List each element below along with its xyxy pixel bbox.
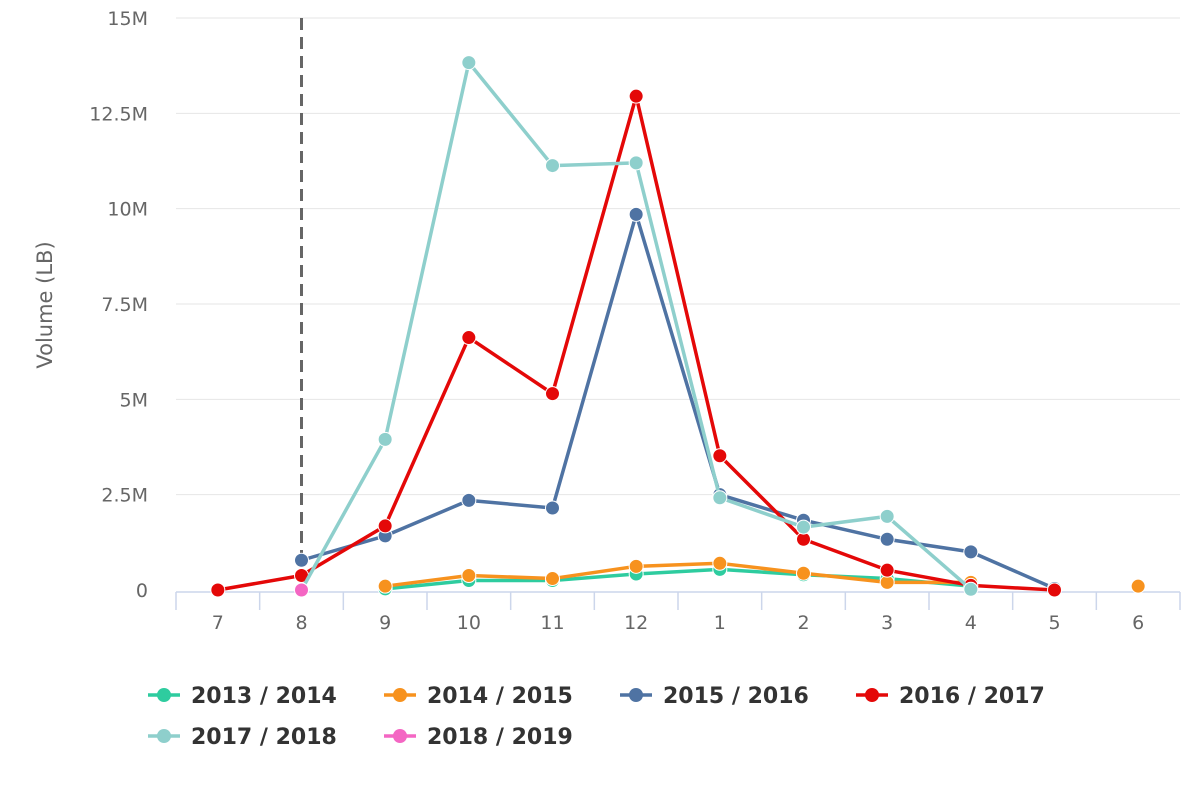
legend-label: 2014 / 2015 xyxy=(427,684,573,709)
data-point[interactable] xyxy=(879,531,895,547)
legend-item[interactable]: 2017 / 2018 xyxy=(148,725,337,750)
y-tick-label: 2.5M xyxy=(101,485,148,507)
data-point[interactable] xyxy=(712,555,728,571)
legend-label: 2015 / 2016 xyxy=(663,684,809,709)
series-20152016 xyxy=(294,206,1062,596)
x-tick-label: 9 xyxy=(379,612,391,634)
legend-item[interactable]: 2018 / 2019 xyxy=(384,725,573,750)
legend-marker xyxy=(157,688,171,702)
data-point[interactable] xyxy=(461,568,477,584)
data-point[interactable] xyxy=(879,508,895,524)
series-line xyxy=(299,60,973,592)
data-point[interactable] xyxy=(628,88,644,104)
data-point[interactable] xyxy=(377,431,393,447)
data-point[interactable] xyxy=(796,519,811,535)
data-point[interactable] xyxy=(294,552,309,568)
y-tick-label: 15M xyxy=(107,8,148,30)
y-axis-title: Volume (LB) xyxy=(33,241,57,368)
data-point[interactable] xyxy=(712,448,728,464)
data-point[interactable] xyxy=(1047,582,1062,598)
data-point[interactable] xyxy=(461,55,477,71)
series-line xyxy=(383,567,973,591)
grid-lines xyxy=(176,17,1180,496)
data-point[interactable] xyxy=(210,582,226,598)
data-point[interactable] xyxy=(377,578,393,594)
y-axis: 0 2.5M 5M 7.5M 10M 12.5M 15M xyxy=(89,8,148,602)
data-point[interactable] xyxy=(712,490,728,506)
legend-item[interactable]: 2013 / 2014 xyxy=(148,684,337,709)
data-point[interactable] xyxy=(461,330,477,346)
series-20162017 xyxy=(210,88,1062,598)
data-point[interactable] xyxy=(294,582,309,598)
series-line xyxy=(299,212,1057,591)
x-tick-label: 5 xyxy=(1048,612,1060,634)
legend-marker xyxy=(157,729,171,743)
x-tick-label: 12 xyxy=(624,612,648,634)
x-tick-label: 4 xyxy=(965,612,977,634)
x-tick-label: 8 xyxy=(295,612,307,634)
data-point[interactable] xyxy=(628,558,644,574)
data-point[interactable] xyxy=(545,386,560,402)
legend-label: 2018 / 2019 xyxy=(427,725,573,750)
x-tick-label: 1 xyxy=(714,612,726,634)
legend-label: 2016 / 2017 xyxy=(899,684,1045,709)
legend-label: 2013 / 2014 xyxy=(191,684,337,709)
legend-marker xyxy=(865,688,879,702)
x-axis: 7 8 9 10 11 12 1 2 3 4 5 6 xyxy=(175,591,1181,634)
data-point[interactable] xyxy=(628,155,644,171)
data-point[interactable] xyxy=(963,581,979,597)
legend-item[interactable]: 2016 / 2017 xyxy=(856,684,1045,709)
legend-item[interactable]: 2015 / 2016 xyxy=(620,684,809,709)
x-tick-label: 2 xyxy=(797,612,809,634)
y-tick-label: 10M xyxy=(107,199,148,221)
x-tick-label: 6 xyxy=(1132,612,1144,634)
data-point[interactable] xyxy=(628,206,644,222)
x-tick-label: 7 xyxy=(212,612,224,634)
x-tick-label: 11 xyxy=(540,612,564,634)
series-20172018 xyxy=(294,55,979,598)
x-tick-label: 3 xyxy=(881,612,893,634)
data-point[interactable] xyxy=(796,565,811,581)
legend-marker xyxy=(393,729,407,743)
data-point[interactable] xyxy=(879,562,895,578)
series-lines xyxy=(210,55,1146,598)
legend-label: 2017 / 2018 xyxy=(191,725,337,750)
data-point[interactable] xyxy=(1130,578,1146,594)
x-tick-label: 10 xyxy=(457,612,481,634)
data-point[interactable] xyxy=(377,518,393,534)
series-line xyxy=(383,561,973,588)
y-tick-label: 7.5M xyxy=(101,294,148,316)
series-20182019 xyxy=(294,582,309,598)
y-tick-label: 12.5M xyxy=(89,103,148,125)
data-point[interactable] xyxy=(545,500,560,516)
data-point[interactable] xyxy=(545,571,560,587)
y-tick-label: 0 xyxy=(136,580,148,602)
y-tick-label: 5M xyxy=(120,389,148,411)
legend-marker xyxy=(629,688,643,702)
data-point[interactable] xyxy=(461,492,477,508)
legend: 2013 / 2014 2014 / 2015 2015 / 2016 2016 / … xyxy=(148,684,1045,750)
legend-item[interactable]: 2014 / 2015 xyxy=(384,684,573,709)
data-point[interactable] xyxy=(545,158,560,174)
data-point[interactable] xyxy=(963,544,979,560)
legend-marker xyxy=(393,688,407,702)
